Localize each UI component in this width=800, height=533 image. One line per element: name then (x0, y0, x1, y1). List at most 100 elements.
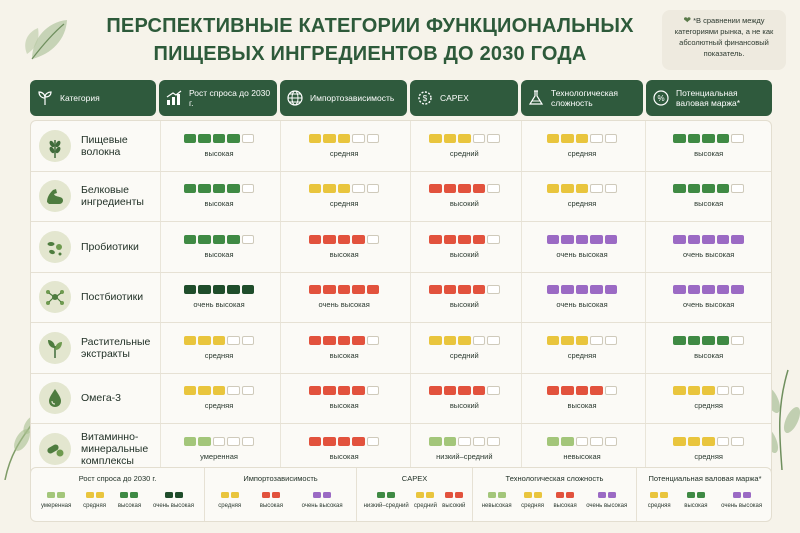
rating-label: очень высокая (556, 300, 608, 310)
rating-square (366, 133, 380, 143)
molecule-icon (39, 281, 71, 314)
rating-square (702, 335, 715, 345)
legend-swatch (220, 492, 239, 498)
leaf-decoration-icon (25, 20, 67, 60)
rating-square (561, 335, 574, 345)
rating-cell: невысокая (520, 424, 643, 475)
rating-bar (673, 133, 744, 143)
rating-bar (429, 234, 500, 244)
legend-label: очень высокая (721, 503, 763, 509)
column-header-1: Рост спроса до 2030 г. (159, 80, 277, 116)
rating-square (731, 335, 744, 345)
legend-swatch (556, 492, 575, 498)
rating-square (337, 184, 351, 194)
category-name: Растительные экстракты (81, 335, 151, 360)
rating-cell: средний (409, 121, 518, 171)
rating-square (604, 335, 618, 345)
rating-square (673, 184, 686, 194)
rating-square (604, 184, 618, 194)
rating-square (702, 184, 715, 194)
legend-label: высокая (553, 503, 577, 509)
footnote-box: ❤ *В сравнении между категориями рынка, … (662, 10, 786, 70)
table-header-row: Категория Рост спроса до 2030 г. Импортоза… (30, 80, 772, 116)
rating-square (702, 285, 715, 295)
legend-swatch (85, 492, 104, 498)
rating-square (352, 285, 365, 295)
rating-square (702, 133, 715, 143)
rating-square (487, 234, 500, 244)
category-name: Витаминно-минеральные комплексы (81, 431, 149, 468)
rating-square (308, 335, 322, 345)
legend-group-title: CAPEX (401, 474, 428, 483)
rating-label: высокая (329, 452, 359, 462)
legend-label: средний (413, 503, 437, 509)
table-row: Пробиотики высокая высокая высокий очень выс… (31, 222, 771, 273)
legend-item: очень высокая (302, 492, 343, 510)
svg-text:$: $ (423, 94, 428, 103)
rating-square (227, 386, 240, 396)
legend-swatch (164, 492, 183, 498)
category-cell: Постбиотики (31, 273, 157, 323)
legend-group: Технологическая сложность невысокая средня… (473, 468, 637, 521)
rating-square (183, 335, 197, 345)
rating-label: умеренная (200, 452, 238, 462)
legend-swatch (377, 492, 396, 498)
rating-square (429, 335, 442, 345)
category-name: Постбиотики (81, 291, 144, 304)
rating-square (472, 386, 486, 396)
rating-cell: средняя (520, 323, 643, 373)
rating-square (731, 285, 744, 295)
column-header-label: Потенциальная валовая маржа* (676, 88, 741, 108)
rating-cell: средняя (159, 323, 278, 373)
rating-bar (308, 386, 380, 396)
rating-square (352, 386, 365, 396)
legend-item: средний (414, 492, 437, 510)
legend: Рост спроса до 2030 г. умеренная средняя вы… (30, 467, 772, 522)
rating-square (352, 234, 365, 244)
rating-square (227, 184, 240, 194)
legend-item: низкий–средний (364, 492, 409, 510)
rating-cell: высокая (645, 323, 771, 373)
rating-square (323, 335, 336, 345)
rating-square (308, 184, 322, 194)
legend-swatch (120, 492, 139, 498)
rating-cell: высокий (409, 272, 518, 322)
rating-square (590, 234, 603, 244)
rating-square (429, 437, 442, 447)
rating-square (590, 386, 603, 396)
rating-square (323, 285, 336, 295)
rating-label: средняя (204, 350, 234, 360)
rating-square (731, 234, 744, 244)
category-cell: Белковые ингредиенты (31, 172, 157, 222)
pill-icon (39, 433, 71, 466)
rating-square (575, 386, 589, 396)
rating-square (604, 133, 618, 143)
rating-cell: очень высокая (645, 272, 771, 322)
rating-square (731, 386, 744, 396)
rating-square (575, 234, 589, 244)
rating-label: невысокая (563, 452, 601, 462)
rating-label: высокая (329, 350, 359, 360)
rating-bar (308, 285, 380, 295)
rating-square (212, 285, 226, 295)
rating-label: очень высокая (683, 249, 735, 259)
rating-bar (308, 234, 380, 244)
wheat-icon (39, 129, 71, 162)
rating-square (366, 184, 380, 194)
rating-cell: высокая (645, 171, 771, 221)
rating-square (716, 133, 730, 143)
rating-cell: высокая (280, 424, 407, 475)
rating-square (337, 386, 351, 396)
rating-label: высокий (449, 300, 479, 310)
rating-square (429, 133, 442, 143)
rating-square (241, 133, 255, 143)
rating-cell: высокая (280, 373, 407, 423)
sprout-icon (38, 91, 52, 105)
column-header-5: % Потенциальная валовая маржа* (646, 80, 772, 116)
rating-square (561, 234, 574, 244)
rating-square (731, 437, 744, 447)
rating-square (198, 285, 211, 295)
rating-bar (183, 285, 255, 295)
rating-square (546, 437, 560, 447)
rating-square (687, 184, 701, 194)
